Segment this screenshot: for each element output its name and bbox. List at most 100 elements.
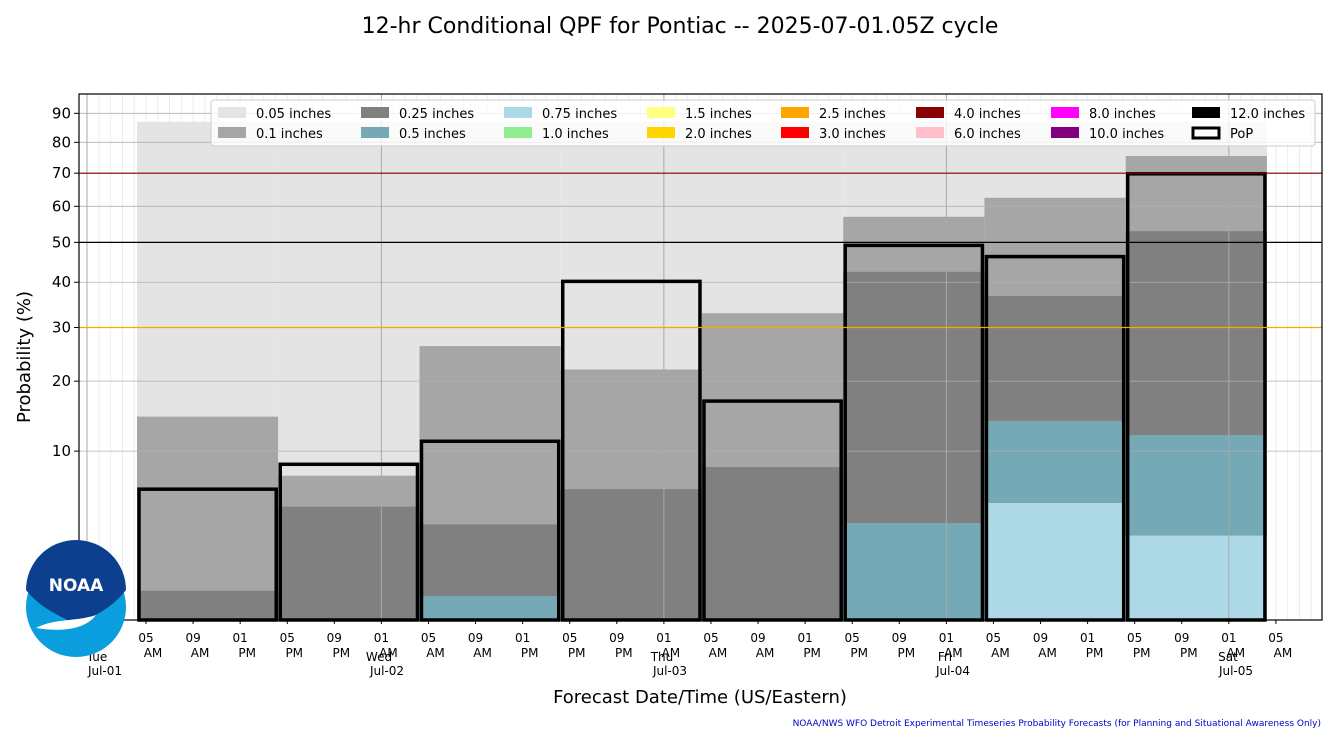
- x-tick-hour: 09: [892, 631, 907, 645]
- legend-swatch: [504, 127, 532, 138]
- x-tick-hour: 01: [1080, 631, 1095, 645]
- legend-swatch: [781, 127, 809, 138]
- legend-label: PoP: [1230, 127, 1253, 142]
- x-tick-hour: 01: [374, 631, 389, 645]
- y-tick-label: 80: [52, 133, 71, 151]
- x-day-name: Wed: [366, 650, 392, 664]
- bar-0-1-inches-p0: [137, 416, 279, 620]
- x-tick-hour: 01: [797, 631, 812, 645]
- plot-area: [78, 93, 1323, 622]
- x-tick-ampm: AM: [1274, 646, 1293, 660]
- legend-swatch: [1051, 127, 1079, 138]
- footnote: NOAA/NWS WFO Detroit Experimental Timese…: [793, 719, 1321, 729]
- x-tick-hour: 01: [233, 631, 248, 645]
- x-tick-hour: 05: [986, 631, 1001, 645]
- bar-0-25-inches-p0: [137, 590, 279, 620]
- x-tick-hour: 01: [515, 631, 530, 645]
- bar-0-75-inches-p6: [984, 502, 1126, 620]
- legend-swatch: [916, 107, 944, 118]
- x-day-date: Jul-03: [652, 664, 687, 678]
- x-tick-hour: 05: [1127, 631, 1142, 645]
- x-day-name: Fri: [938, 650, 952, 664]
- y-tick-label: 70: [52, 164, 71, 182]
- x-tick-hour: 05: [421, 631, 436, 645]
- bar-0-25-inches-p4: [701, 467, 844, 620]
- noaa-logo-top: [26, 540, 126, 625]
- legend-box: [210, 99, 1316, 147]
- x-tick-ampm: AM: [426, 646, 445, 660]
- legend-swatch-pop: [1191, 126, 1221, 140]
- noaa-logo-gull: [36, 615, 96, 630]
- y-tick-label: 90: [52, 104, 71, 122]
- legend-label: 1.0 inches: [542, 127, 609, 142]
- x-day-date: Jul-02: [369, 664, 404, 678]
- noaa-logo: NOAA: [26, 540, 126, 657]
- legend-swatch: [218, 127, 246, 138]
- bar-0-25-inches-p1: [278, 506, 420, 620]
- x-tick-ampm: PM: [850, 646, 868, 660]
- plot-frame: [78, 93, 1323, 621]
- x-day-date: Jul-04: [935, 664, 970, 678]
- x-tick-ampm: PM: [897, 646, 915, 660]
- x-tick-hour: 09: [327, 631, 342, 645]
- legend-label: 0.25 inches: [399, 107, 474, 122]
- x-tick-ampm: AM: [191, 646, 210, 660]
- x-tick-hour: 09: [185, 631, 200, 645]
- x-tick-hour: 01: [939, 631, 954, 645]
- x-day-date: Jul-05: [1218, 664, 1253, 678]
- legend: 0.05 inches 0.1 inches 0.25 inches 0.5 inch…: [210, 99, 1316, 147]
- x-tick-hour: 05: [703, 631, 718, 645]
- x-tick-hour: 09: [609, 631, 624, 645]
- x-tick-ampm: PM: [333, 646, 351, 660]
- legend-swatch: [361, 127, 389, 138]
- legend-label: 0.5 inches: [399, 127, 466, 142]
- x-tick-hour: 05: [845, 631, 860, 645]
- x-tick-hour: 09: [1174, 631, 1189, 645]
- x-tick-hour: 05: [562, 631, 577, 645]
- x-tick-ampm: PM: [238, 646, 256, 660]
- x-tick-ampm: PM: [521, 646, 539, 660]
- legend-label: 0.1 inches: [256, 127, 323, 142]
- legend-swatch: [1192, 107, 1220, 118]
- x-tick-ampm: PM: [285, 646, 303, 660]
- x-tick-hour: 01: [1221, 631, 1236, 645]
- x-tick-ampm: AM: [1227, 646, 1246, 660]
- legend-swatch: [218, 107, 246, 118]
- x-tick-hour: 05: [1268, 631, 1283, 645]
- x-tick-ampm: AM: [473, 646, 492, 660]
- x-tick-hour: 09: [1033, 631, 1048, 645]
- x-axis: 05AM09AM01PM05PM09PM01AM05AM09AM01PM05PM…: [86, 620, 1292, 678]
- x-tick-ampm: AM: [1038, 646, 1057, 660]
- legend-swatch: [916, 127, 944, 138]
- bar-0-5-inches-p2: [419, 596, 561, 620]
- legend-swatch: [361, 107, 389, 118]
- legend-swatch: [1051, 107, 1079, 118]
- x-tick-ampm: AM: [379, 646, 398, 660]
- y-axis: 10 20 30 40 50 60 70 80 90: [52, 104, 79, 460]
- legend-label: 12.0 inches: [1230, 107, 1305, 122]
- x-tick-ampm: PM: [615, 646, 633, 660]
- x-day-date: Jul-01: [87, 664, 122, 678]
- legend-swatch: [647, 107, 675, 118]
- x-tick-ampm: AM: [944, 646, 963, 660]
- y-tick-label: 40: [52, 273, 71, 291]
- x-tick-hour: 09: [750, 631, 765, 645]
- legend-label: 4.0 inches: [954, 107, 1021, 122]
- legend-label: 10.0 inches: [1089, 127, 1164, 142]
- y-tick-label: 30: [52, 318, 71, 336]
- y-axis-label: Probability (%): [14, 291, 35, 423]
- legend-label: 6.0 inches: [954, 127, 1021, 142]
- x-tick-ampm: AM: [709, 646, 728, 660]
- x-tick-ampm: PM: [1086, 646, 1104, 660]
- x-day-name: Thu: [650, 650, 674, 664]
- legend-label: 8.0 inches: [1089, 107, 1156, 122]
- x-tick-ampm: PM: [568, 646, 586, 660]
- legend-label: 1.5 inches: [685, 107, 752, 122]
- x-tick-hour: 05: [138, 631, 153, 645]
- x-day-name: Sat: [1218, 650, 1238, 664]
- chart-title: 12-hr Conditional QPF for Pontiac -- 202…: [362, 14, 999, 39]
- y-tick-label: 20: [52, 372, 71, 390]
- legend-label: 0.75 inches: [542, 107, 617, 122]
- x-tick-ampm: AM: [991, 646, 1010, 660]
